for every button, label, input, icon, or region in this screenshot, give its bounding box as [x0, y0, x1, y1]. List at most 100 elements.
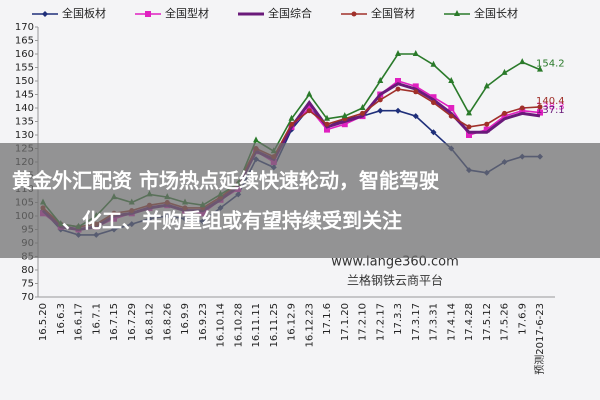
y-tick-label: 145 [15, 90, 34, 101]
y-tick-label: 135 [15, 117, 34, 128]
y-tick-label: 70 [21, 292, 34, 303]
y-tick-label: 165 [15, 36, 34, 47]
y-tick-label: 170 [15, 22, 34, 33]
marker [306, 105, 313, 111]
marker [145, 11, 151, 17]
x-tick-label: 17.1.20 [340, 303, 351, 341]
data-label: 154.2 [536, 59, 565, 70]
marker [483, 82, 490, 89]
legend-label: 全国板材 [62, 6, 106, 20]
data-label: 137.1 [536, 105, 565, 116]
data-label: 140.4 [536, 96, 565, 107]
marker [502, 110, 507, 116]
marker [448, 113, 454, 119]
x-tick-label: 16.11.25 [269, 303, 280, 348]
marker [324, 114, 330, 121]
marker [412, 83, 419, 90]
x-tick-label: 16.6.3 [56, 303, 67, 335]
marker [377, 77, 384, 83]
y-tick-label: 140 [15, 103, 34, 114]
x-tick-label: 16.5.20 [38, 303, 49, 341]
marker [430, 129, 437, 136]
marker [377, 107, 384, 114]
x-tick-label: 17.5.12 [482, 303, 493, 341]
marker [306, 90, 313, 97]
marker [537, 109, 543, 116]
marker [501, 113, 508, 120]
x-tick-label: 16.9.9 [180, 303, 191, 335]
watermark: www.lange360.com [331, 255, 459, 270]
marker [537, 104, 543, 110]
x-tick-label: 17.2.10 [358, 303, 369, 341]
x-tick-label: 17.4.28 [464, 303, 475, 341]
x-tick-label: 16.7.1 [91, 303, 102, 335]
marker [413, 89, 419, 95]
marker [466, 124, 472, 130]
marker [519, 107, 526, 114]
marker [288, 114, 295, 121]
marker [324, 121, 330, 127]
legend-label: 全国长材 [474, 6, 518, 20]
marker [466, 109, 472, 116]
overlay-text: 黄金外汇配资 市场热点延续快速轮动，智能驾驶 [12, 169, 439, 193]
y-tick-label: 155 [15, 63, 34, 74]
x-tick-label: 17.6.9 [517, 303, 528, 335]
x-tick-label: 16.11.11 [251, 303, 262, 348]
overlay-text: 、化工、并购重组或有望持续受到关注 [62, 209, 402, 233]
marker [537, 65, 543, 72]
marker [360, 110, 365, 116]
marker [448, 105, 455, 111]
y-tick-label: 150 [15, 76, 34, 87]
y-tick-label: 160 [15, 49, 34, 60]
overlay-band [0, 143, 600, 258]
x-tick-label: 16.12.23 [304, 303, 315, 348]
marker [341, 112, 348, 119]
marker [395, 86, 401, 92]
x-tick-label: 16.12.9 [287, 303, 298, 341]
x-tick-label: 17.4.14 [446, 303, 457, 341]
x-tick-label: 16.10.28 [233, 303, 244, 348]
marker [289, 121, 294, 127]
y-tick-label: 130 [15, 130, 34, 141]
data-label: 138.3 [536, 102, 565, 113]
x-tick-label: 16.10.14 [216, 303, 227, 348]
marker [519, 105, 525, 111]
x-tick-label: 17.1.6 [322, 303, 333, 335]
marker [454, 10, 460, 16]
marker [324, 126, 330, 133]
x-tick-label: 16.8.12 [145, 303, 156, 341]
marker [448, 77, 455, 83]
y-tick-label: 75 [21, 279, 34, 290]
legend-label: 全国管材 [371, 6, 415, 20]
x-tick-label: 17.5.26 [500, 303, 511, 341]
marker [501, 68, 508, 75]
marker [359, 104, 366, 110]
x-tick-label: 17.2.17 [375, 303, 386, 341]
legend-label: 全国型材 [165, 6, 209, 20]
marker [483, 126, 490, 133]
x-tick-label: 16.8.26 [162, 303, 173, 341]
marker [395, 78, 401, 84]
x-tick-label: 17.3.3 [393, 303, 404, 335]
y-tick-label: 80 [21, 265, 34, 276]
marker [395, 50, 401, 56]
marker [351, 11, 357, 17]
marker [412, 50, 419, 56]
marker [306, 108, 312, 114]
marker [395, 107, 401, 114]
marker [484, 121, 490, 127]
watermark: 兰格钢铁云商平台 [347, 273, 443, 288]
marker [519, 58, 526, 65]
x-tick-label: 16.7.29 [127, 303, 138, 341]
x-tick-label: 17.3.31 [429, 303, 440, 341]
marker [377, 97, 383, 103]
marker [430, 60, 437, 67]
x-tick-label: 16.6.17 [74, 303, 85, 341]
marker [253, 136, 259, 143]
legend-label: 全国综合 [268, 6, 312, 20]
marker [341, 121, 348, 128]
marker [430, 94, 437, 101]
marker [42, 11, 48, 17]
marker [466, 132, 472, 138]
